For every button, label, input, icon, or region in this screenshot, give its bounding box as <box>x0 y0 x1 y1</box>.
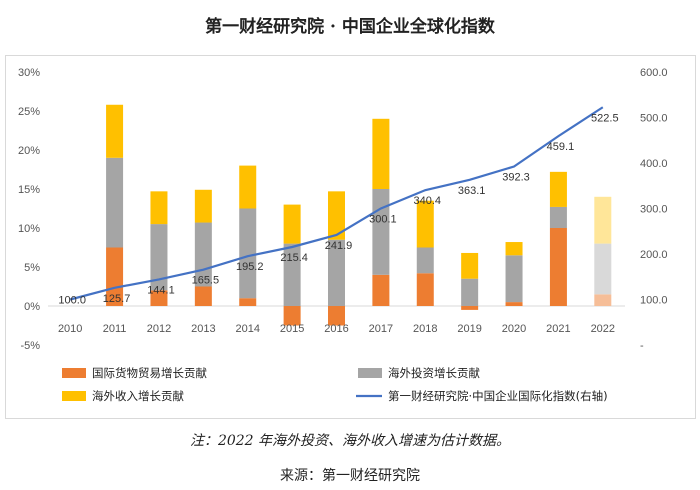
bar-segment <box>106 247 124 306</box>
left-tick-label: 20% <box>18 145 40 157</box>
bar-segment <box>549 206 567 228</box>
x-tick-label: 2012 <box>147 323 171 335</box>
bar-segment <box>416 247 434 274</box>
x-tick-label: 2013 <box>191 323 215 335</box>
bar-segment <box>150 191 168 225</box>
left-tick-label: 5% <box>24 262 40 274</box>
left-tick-label: 15% <box>18 184 40 196</box>
index-data-label: 522.5 <box>591 112 619 124</box>
bar-segment <box>283 306 301 326</box>
bar-segment <box>106 157 124 248</box>
bar-segment <box>194 286 212 306</box>
bar-segment <box>239 208 257 299</box>
bar-segment <box>283 204 301 244</box>
bar-segment <box>372 274 390 306</box>
x-tick-label: 2020 <box>502 323 526 335</box>
legend-label: 海外收入增长贡献 <box>92 389 184 403</box>
bar-segment <box>594 196 612 244</box>
bar-segment <box>150 290 168 306</box>
legend-label: 国际货物贸易增长贡献 <box>92 366 207 380</box>
index-data-label: 125.7 <box>103 293 131 305</box>
bar-segment <box>328 191 345 240</box>
bar-segment <box>505 242 523 256</box>
bar-segment <box>239 298 257 306</box>
legend-swatch <box>62 368 86 378</box>
bar-segment <box>416 200 434 248</box>
bar-segment <box>328 306 345 326</box>
bar-segment <box>283 243 301 306</box>
x-tick-label: 2021 <box>546 323 570 335</box>
footnote: 注：2022 年海外投资、海外收入增速为估计数据。 <box>189 433 511 449</box>
index-data-label: 300.1 <box>369 213 397 225</box>
index-data-label: 144.1 <box>147 284 175 296</box>
x-tick-label: 2011 <box>103 323 127 335</box>
bar-segment <box>549 228 567 306</box>
index-line <box>69 106 604 301</box>
x-tick-label: 2014 <box>235 323 259 335</box>
right-tick-label: 100.0 <box>640 295 668 307</box>
index-data-label: 195.2 <box>236 261 264 273</box>
index-data-label: 215.4 <box>280 252 308 264</box>
bar-segment <box>505 255 523 303</box>
right-tick-label: - <box>640 340 644 352</box>
right-tick-label: 500.0 <box>640 113 668 125</box>
x-tick-label: 2018 <box>413 323 437 335</box>
x-tick-label: 2017 <box>369 323 393 335</box>
index-data-label: 392.3 <box>502 172 530 184</box>
left-tick-label: 0% <box>24 301 40 313</box>
chart: 30% 25% 20% 15% 10% 5% 0% -5% 600.0 500.0 400.0 300… <box>18 67 668 403</box>
bar-segment <box>372 189 390 275</box>
bar-segment <box>372 118 390 189</box>
bar-segment <box>549 171 567 207</box>
right-tick-label: 600.0 <box>640 67 668 79</box>
index-data-label: 459.1 <box>547 141 575 153</box>
bar-segment <box>239 165 257 209</box>
bar-segment <box>461 252 479 279</box>
left-tick-label: -5% <box>20 340 40 352</box>
x-tick-label: 2015 <box>280 323 304 335</box>
bar-segment <box>594 243 612 295</box>
legend-swatch <box>62 391 86 401</box>
index-data-label: 100.0 <box>58 295 86 307</box>
bar-segment <box>106 104 124 158</box>
legend-label: 海外投资增长贡献 <box>388 366 480 380</box>
bar-segment <box>150 224 168 291</box>
bar-segment <box>194 189 212 223</box>
bar-segment <box>505 302 523 306</box>
index-data-label: 363.1 <box>458 185 486 197</box>
bar-segment <box>461 306 479 310</box>
chart-frame <box>5 55 696 419</box>
left-tick-label: 10% <box>18 223 40 235</box>
right-tick-label: 200.0 <box>640 249 668 261</box>
x-tick-label: 2019 <box>457 323 481 335</box>
left-tick-label: 25% <box>18 106 40 118</box>
right-tick-label: 400.0 <box>640 158 668 170</box>
right-tick-label: 300.0 <box>640 204 668 216</box>
legend-swatch <box>358 368 382 378</box>
index-data-label: 241.9 <box>325 240 353 252</box>
left-tick-label: 30% <box>18 67 40 79</box>
bar-segment <box>594 294 612 306</box>
bar-segment <box>328 239 345 306</box>
index-data-label: 340.4 <box>414 195 442 207</box>
bar-segment <box>416 273 434 306</box>
x-tick-label: 2010 <box>58 323 82 335</box>
bar-segment <box>461 278 479 306</box>
source-line: 来源：第一财经研究院 <box>280 468 420 484</box>
legend-label: 第一财经研究院·中国企业国际化指数(右轴) <box>388 389 608 403</box>
index-data-label: 165.5 <box>192 275 220 287</box>
chart-title: 第一财经研究院 · 中国企业全球化指数 <box>205 17 495 37</box>
x-tick-label: 2016 <box>324 323 348 335</box>
x-tick-label: 2022 <box>591 323 615 335</box>
